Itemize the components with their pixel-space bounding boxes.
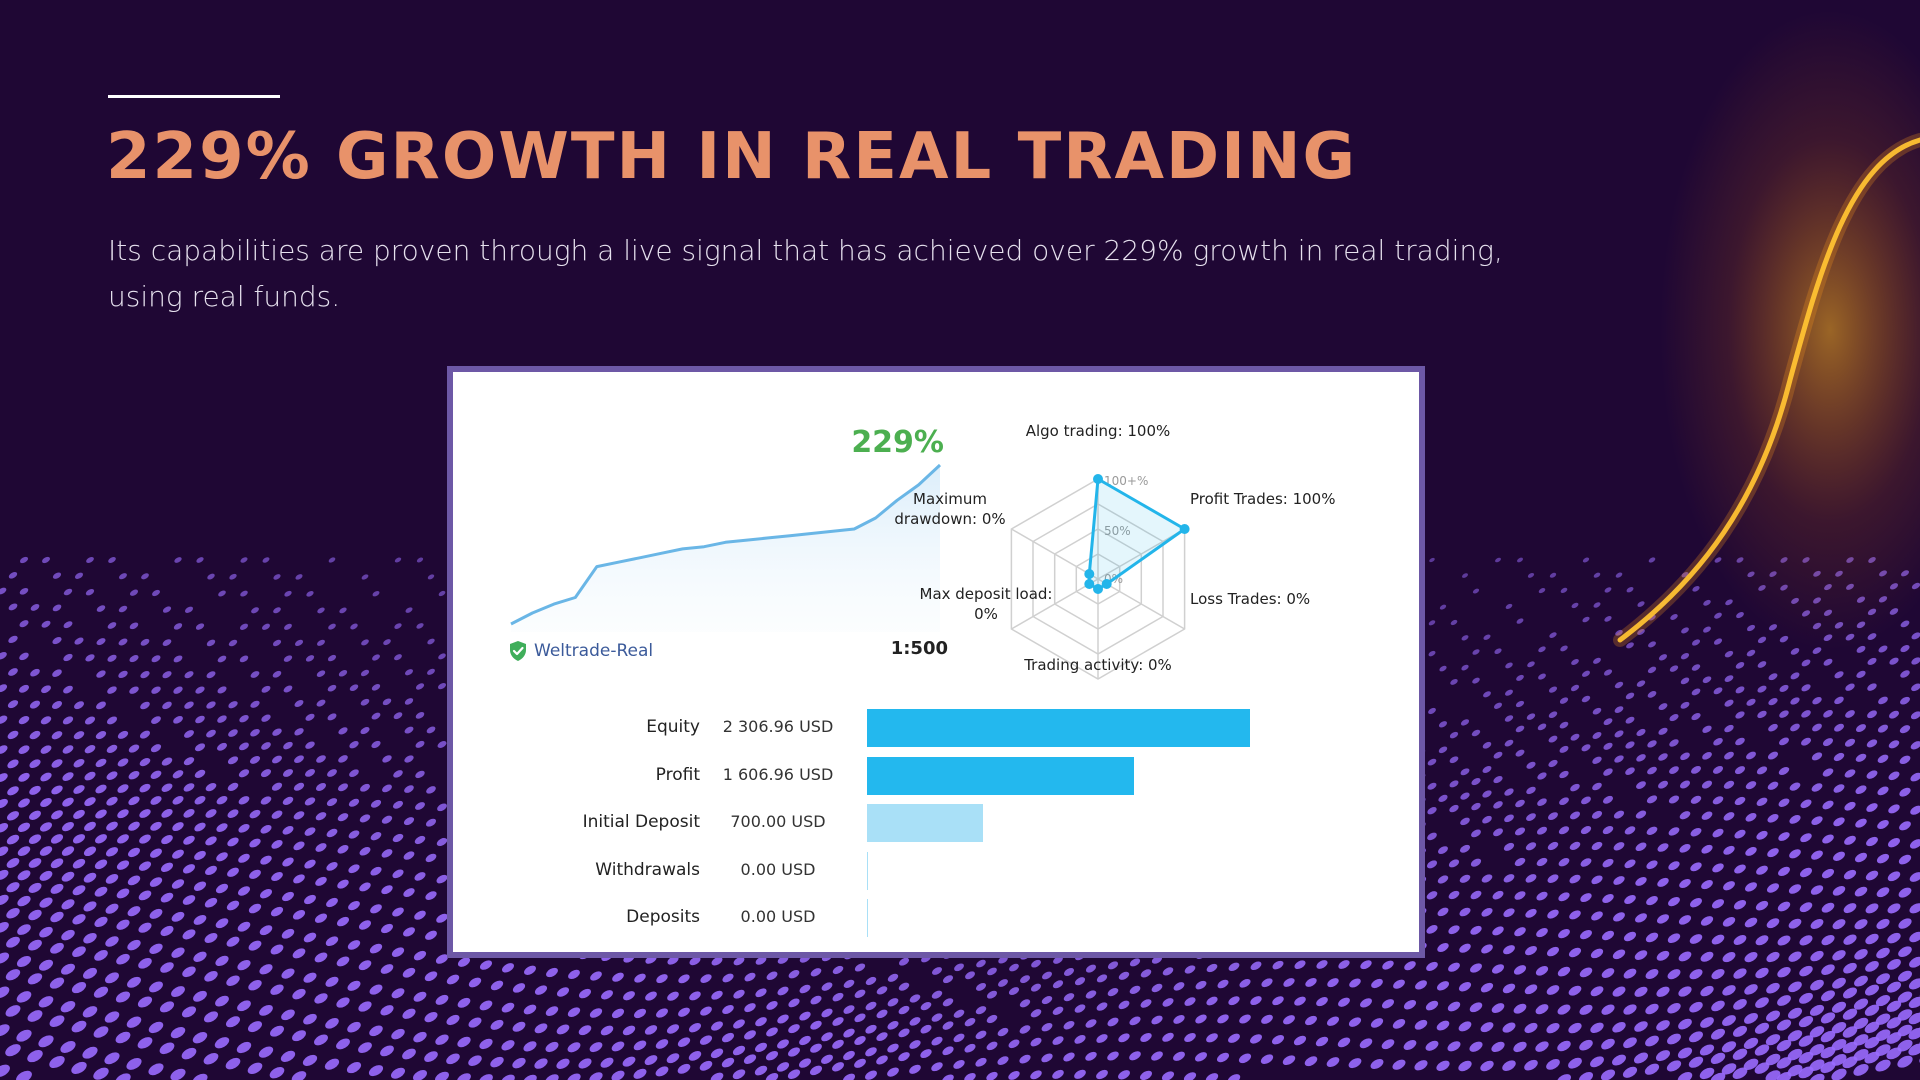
- stat-value: 2 306.96 USD: [722, 717, 834, 736]
- stat-bar: [867, 899, 868, 937]
- title-accent-line: [108, 95, 280, 98]
- radar-point: [1093, 584, 1103, 594]
- broker-badge: Weltrade-Real: [508, 640, 653, 662]
- leverage-value: 1:500: [890, 638, 948, 659]
- stat-row: Profit 1 606.96 USD: [453, 755, 1419, 795]
- radar-axis-label: Profit Trades: 100%: [1190, 490, 1335, 508]
- shield-check-icon: [510, 641, 526, 661]
- orange-glow: [1660, 10, 1920, 650]
- radar-spoke: [1011, 528, 1099, 580]
- radar-point: [1084, 569, 1095, 579]
- glowing-light-streak: [1617, 137, 1920, 643]
- radar-scale-label: 50%: [1104, 524, 1131, 538]
- radar-area: [1087, 477, 1187, 591]
- growth-value: 229%: [851, 425, 944, 460]
- stat-value: 700.00 USD: [730, 812, 826, 831]
- radar-scale-label: 100+%: [1104, 474, 1148, 488]
- stat-label: Equity: [646, 717, 700, 737]
- radar-axis-label: Max deposit load: 0%: [920, 585, 1053, 623]
- stat-bar: [867, 756, 1134, 795]
- radar-spoke: [1097, 578, 1185, 630]
- stat-row: Deposits 0.00 USD: [453, 897, 1419, 937]
- broker-name: Weltrade-Real: [534, 641, 654, 661]
- stat-value: 0.00 USD: [740, 907, 816, 926]
- growth-area: [511, 465, 940, 632]
- radar-point: [1084, 579, 1095, 589]
- radar-axis-label: Maximum drawdown: 0%: [894, 490, 1005, 528]
- stat-label: Deposits: [626, 907, 700, 927]
- page-subtitle: Its capabilities are proven through a li…: [108, 234, 1503, 313]
- signal-screenshot-frame: 229% Weltrade-Real 1:500 100+% 50% 0%: [447, 366, 1425, 958]
- radar-spoke: [1011, 578, 1099, 630]
- radar-point: [1093, 474, 1103, 484]
- stat-label: Withdrawals: [595, 859, 700, 880]
- radar-axis-label: Algo trading: 100%: [1026, 422, 1171, 440]
- stat-bar: [867, 804, 983, 842]
- stat-row: Withdrawals 0.00 USD: [453, 850, 1419, 890]
- stat-row: Equity 2 306.96 USD: [453, 707, 1419, 747]
- stat-value: 1 606.96 USD: [722, 764, 834, 784]
- radar-axis-label: Loss Trades: 0%: [1190, 590, 1310, 608]
- radar-spoke: [1097, 528, 1185, 580]
- stat-bar: [867, 709, 1250, 747]
- stat-label: Profit: [655, 764, 700, 785]
- page-title: 229% GROWTH IN REAL TRADING: [106, 120, 1358, 194]
- radar-point: [1101, 579, 1112, 589]
- growth-line: [510, 463, 942, 626]
- radar-point: [1179, 524, 1190, 534]
- stat-label: Initial Deposit: [582, 812, 700, 832]
- radar-chart: 100+%50%0% Algo trading: 100%Profit Trad…: [894, 422, 1335, 680]
- signal-screenshot: 229% Weltrade-Real 1:500 100+% 50% 0%: [453, 372, 1419, 952]
- growth-chart: [510, 463, 942, 632]
- radar-axis-label: Trading activity: 0%: [1023, 656, 1172, 674]
- stat-row: Initial Deposit 700.00 USD: [453, 802, 1419, 842]
- stat-value: 0.00 USD: [740, 859, 816, 879]
- stat-bar: [867, 851, 868, 890]
